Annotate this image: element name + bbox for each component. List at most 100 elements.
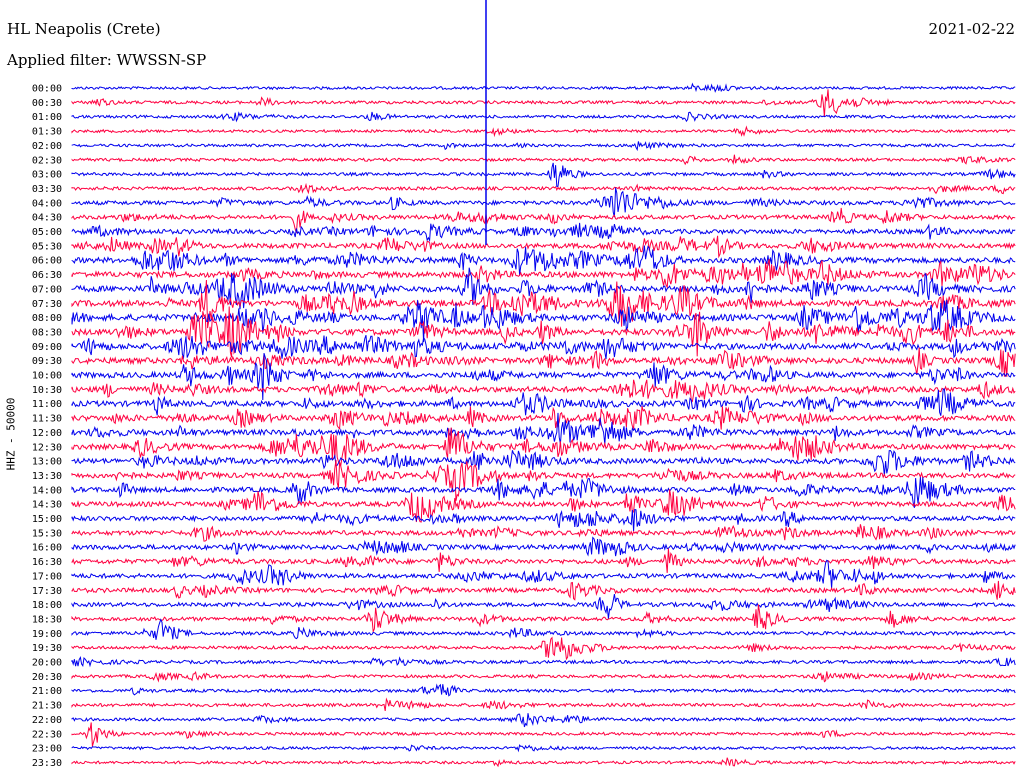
trace-row (71, 207, 1016, 234)
trace-row (71, 82, 1016, 93)
trace-row (71, 656, 1016, 668)
trace-row (71, 379, 1016, 403)
trace-row (71, 757, 1016, 768)
trace-row (71, 489, 1016, 523)
row-time-label: 20:00 (32, 658, 62, 669)
row-time-label: 04:00 (32, 198, 62, 209)
row-time-label: 06:30 (32, 270, 62, 281)
row-time-label: 08:30 (32, 327, 62, 338)
trace-row (71, 412, 1016, 445)
row-time-label: 02:00 (32, 141, 62, 152)
trace-row (71, 267, 1016, 310)
trace-row (71, 141, 1016, 152)
trace-row (71, 594, 1016, 619)
trace-row (71, 353, 1016, 401)
row-time-label: 10:30 (32, 385, 62, 396)
row-time-label: 20:30 (32, 672, 62, 683)
row-time-label: 21:00 (32, 686, 62, 697)
row-time-label: 14:00 (32, 485, 62, 496)
trace-row (71, 427, 1016, 467)
row-time-label: 16:30 (32, 557, 62, 568)
trace-row (71, 89, 1016, 117)
trace-row (71, 162, 1016, 188)
row-time-label: 07:00 (32, 284, 62, 295)
trace-row (71, 388, 1016, 416)
trace-row (71, 299, 1016, 343)
row-time-label: 09:30 (32, 356, 62, 367)
trace-row (71, 713, 1016, 728)
station-title: HL Neapolis (Crete) (7, 20, 161, 38)
trace-row (71, 182, 1016, 195)
trace-row (71, 536, 1016, 557)
row-time-label: 04:30 (32, 213, 62, 224)
trace-row (71, 125, 1016, 138)
row-time-label: 18:30 (32, 614, 62, 625)
row-time-label: 09:00 (32, 342, 62, 353)
row-time-label: 11:00 (32, 399, 62, 410)
trace-row (71, 347, 1016, 377)
trace-row (71, 683, 1016, 697)
row-time-label: 03:30 (32, 184, 62, 195)
trace-row (71, 187, 1016, 218)
row-time-label: 18:00 (32, 600, 62, 611)
trace-row (71, 111, 1016, 123)
trace-row (71, 449, 1016, 476)
trace-row (71, 335, 1016, 360)
trace-row (71, 258, 1016, 289)
row-time-label: 01:30 (32, 127, 62, 138)
row-time-label: 03:00 (32, 170, 62, 181)
trace-row (71, 405, 1016, 430)
trace-row (71, 559, 1016, 589)
trace-row (71, 524, 1016, 542)
row-time-label: 22:30 (32, 729, 62, 740)
row-time-label: 22:00 (32, 715, 62, 726)
row-time-label: 00:30 (32, 98, 62, 109)
row-time-label: 13:30 (32, 471, 62, 482)
trace-row (71, 604, 1016, 634)
trace-row (71, 636, 1016, 661)
trace-row (71, 154, 1016, 166)
row-time-label: 16:00 (32, 543, 62, 554)
row-time-label: 02:30 (32, 155, 62, 166)
filter-label: Applied filter: WWSSN-SP (7, 51, 207, 69)
trace-row (71, 580, 1016, 601)
row-time-label: 06:00 (32, 256, 62, 267)
row-time-label: 19:00 (32, 629, 62, 640)
row-time-label: 15:00 (32, 514, 62, 525)
trace-row (71, 222, 1016, 243)
row-time-label: 07:30 (32, 299, 62, 310)
trace-row (71, 618, 1016, 640)
date-label: 2021-02-22 (928, 20, 1015, 38)
row-time-label: 13:00 (32, 457, 62, 468)
trace-row (71, 459, 1016, 501)
row-time-label: 15:30 (32, 528, 62, 539)
trace-row (71, 744, 1016, 753)
row-time-label: 10:00 (32, 371, 62, 382)
row-time-label: 23:00 (32, 744, 62, 755)
row-time-label: 17:00 (32, 571, 62, 582)
row-time-label: 23:30 (32, 758, 62, 769)
trace-row (71, 477, 1016, 509)
row-time-label: 05:30 (32, 241, 62, 252)
trace-row (71, 279, 1016, 329)
trace-row (71, 245, 1016, 276)
row-time-label: 14:30 (32, 500, 62, 511)
trace-row (71, 697, 1016, 711)
trace-row (71, 508, 1016, 532)
trace-row (71, 235, 1016, 259)
row-time-label: 21:30 (32, 701, 62, 712)
row-time-label: 11:30 (32, 414, 62, 425)
trace-row (71, 548, 1016, 573)
trace-row (71, 722, 1016, 747)
row-time-label: 12:00 (32, 428, 62, 439)
row-time-label: 19:30 (32, 643, 62, 654)
row-time-label: 12:30 (32, 442, 62, 453)
row-time-label: 01:00 (32, 112, 62, 123)
trace-row (71, 671, 1016, 683)
row-time-label: 17:30 (32, 586, 62, 597)
trace-row (71, 306, 1016, 358)
row-time-label: 05:00 (32, 227, 62, 238)
row-time-label: 00:00 (32, 84, 62, 95)
row-time-label: 08:00 (32, 313, 62, 324)
